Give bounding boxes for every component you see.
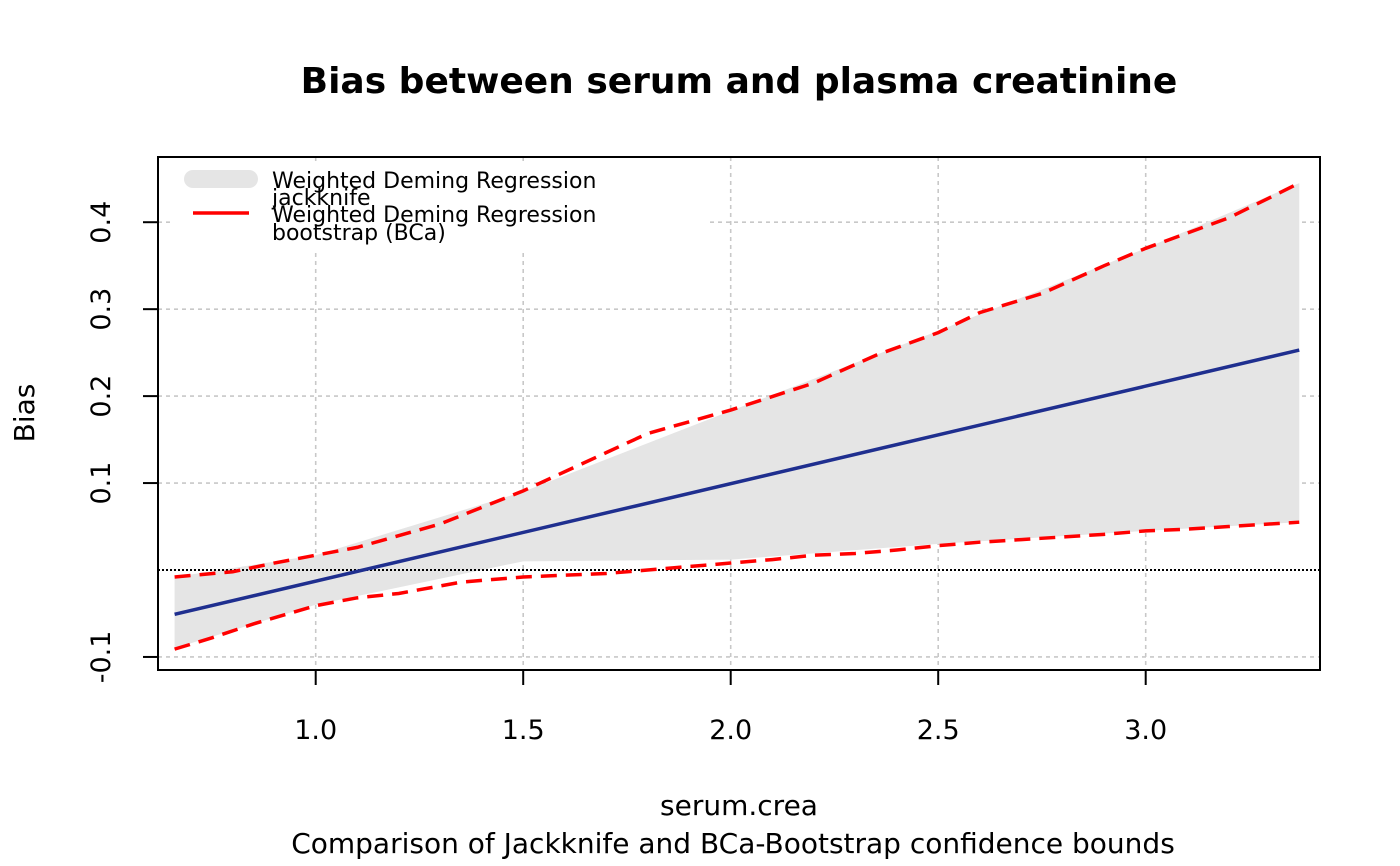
bootstrap-lower-bound — [174, 520, 1300, 651]
bootstrap-upper-bound — [174, 181, 1301, 579]
x-tick-label: 1.5 — [502, 715, 545, 746]
chart-title: Bias between serum and plasma creatinine — [301, 61, 1178, 102]
jackknife-band-layer — [174, 183, 1300, 649]
legend-background — [172, 164, 708, 250]
bias-regression-line — [174, 348, 1300, 617]
y-tick-label: -0.1 — [86, 631, 117, 684]
x-axis: 1.0 1.5 2.0 2.5 3.0 — [294, 669, 1167, 746]
y-axis-label: Bias — [8, 384, 41, 443]
y-axis: -0.1 0.1 0.2 0.3 0.4 — [86, 201, 159, 684]
chart-subtitle: Comparison of Jackknife and BCa-Bootstra… — [291, 827, 1175, 860]
y-tick-label: 0.4 — [86, 201, 117, 244]
legend-label-jackknife-line2: jackknife — [271, 186, 371, 211]
x-tick-label: 3.0 — [1124, 715, 1167, 746]
x-tick-label: 2.0 — [709, 715, 752, 746]
y-tick-label: 0.3 — [86, 288, 117, 331]
legend-label-jackknife-line1: Weighted Deming Regression — [272, 169, 596, 194]
x-tick-label: 1.0 — [294, 715, 337, 746]
series-layer — [158, 181, 1320, 651]
x-axis-label: serum.crea — [660, 789, 818, 822]
y-tick-label: 0.2 — [86, 375, 117, 418]
y-tick-label: 0.1 — [86, 462, 117, 505]
legend-label-bootstrap-line2: bootstrap (BCa) — [272, 221, 446, 246]
x-tick-label: 2.5 — [917, 715, 960, 746]
legend-label-bootstrap-line1: Weighted Deming Regression — [272, 203, 596, 228]
legend: Weighted Deming Regression jackknife Wei… — [172, 164, 708, 250]
jackknife-confidence-band — [174, 183, 1300, 649]
